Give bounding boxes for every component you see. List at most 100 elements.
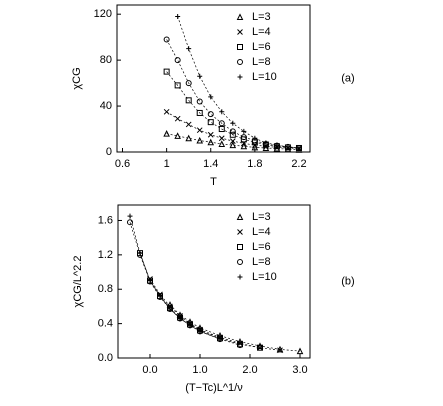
point <box>218 140 226 147</box>
point <box>241 128 247 134</box>
x-tick-label: 2.2 <box>291 158 306 170</box>
point <box>207 111 214 118</box>
point <box>197 328 203 334</box>
point <box>240 142 248 150</box>
point <box>208 94 214 100</box>
point <box>237 274 243 280</box>
point <box>237 229 243 235</box>
x-axis-label: (T−Tc)L^1/ν <box>185 382 243 394</box>
x-tick-label: 0.6 <box>115 158 130 170</box>
point <box>296 347 304 355</box>
point <box>237 244 243 250</box>
x-axis-label: T <box>210 176 217 188</box>
point <box>237 44 243 50</box>
point <box>263 140 269 146</box>
series-line <box>139 253 261 349</box>
x-tick-label: 0.0 <box>142 364 157 376</box>
point <box>237 342 243 349</box>
series-line <box>129 216 221 340</box>
point <box>230 120 236 126</box>
panel-label: (b) <box>341 275 354 287</box>
point <box>174 82 181 89</box>
y-tick-label: 0 <box>106 146 112 158</box>
point <box>174 57 181 64</box>
point <box>177 315 183 321</box>
point <box>218 126 225 133</box>
point <box>127 213 133 219</box>
y-tick-label: 0.8 <box>98 283 113 295</box>
point <box>127 219 133 226</box>
point <box>197 73 203 79</box>
x-tick-label: 3.0 <box>292 364 307 376</box>
point <box>237 74 243 80</box>
point <box>174 115 181 122</box>
point <box>240 134 247 141</box>
legend-label: L=10 <box>252 271 277 283</box>
point <box>274 142 280 148</box>
x-tick-label: 1 <box>164 158 170 170</box>
legend-label: L=8 <box>252 56 271 68</box>
legend-label: L=3 <box>252 11 271 23</box>
y-tick-label: 1.6 <box>98 214 113 226</box>
legend-label: L=8 <box>252 256 271 268</box>
point <box>219 109 225 115</box>
point <box>217 336 223 342</box>
point <box>236 213 244 220</box>
point <box>257 344 263 351</box>
point <box>163 130 170 137</box>
series-line <box>149 278 281 351</box>
point <box>237 29 243 35</box>
x-tick-label: 1.8 <box>247 158 262 170</box>
point <box>257 344 263 351</box>
y-axis-label: χCG <box>71 67 83 89</box>
y-tick-label: 80 <box>100 54 112 66</box>
point <box>251 143 259 151</box>
point <box>163 36 170 43</box>
point <box>218 135 225 142</box>
panel-label: (a) <box>341 72 354 84</box>
y-tick-label: 120 <box>94 8 112 20</box>
point <box>229 141 237 149</box>
point <box>218 120 225 127</box>
x-tick-label: 1.0 <box>192 364 207 376</box>
point <box>157 293 163 299</box>
point <box>285 144 291 150</box>
y-tick-label: 0.0 <box>98 352 113 364</box>
legend-label: L=4 <box>252 226 271 238</box>
point <box>196 136 204 144</box>
point <box>237 59 243 65</box>
point <box>229 131 236 138</box>
legend-label: L=3 <box>252 211 271 223</box>
point <box>185 80 192 87</box>
series-line <box>166 39 300 149</box>
series-line <box>166 71 299 149</box>
plot-frame <box>117 204 311 359</box>
x-tick-label: 2.0 <box>242 364 257 376</box>
plot-frame <box>116 4 311 153</box>
point <box>237 259 243 265</box>
point <box>185 121 192 128</box>
point <box>174 132 181 139</box>
point <box>167 306 173 312</box>
legend-label: L=6 <box>252 41 271 53</box>
point <box>207 119 214 126</box>
y-axis-label: χCG/L^2.2 <box>72 256 84 308</box>
y-tick-label: 0.4 <box>98 318 113 330</box>
series-line <box>129 222 241 346</box>
point <box>229 128 236 135</box>
point <box>236 13 244 20</box>
point <box>163 68 170 75</box>
point <box>196 127 203 134</box>
point <box>252 135 258 141</box>
point <box>240 136 247 143</box>
point <box>187 322 193 328</box>
point <box>207 138 215 146</box>
y-tick-label: 1.2 <box>98 249 113 261</box>
point <box>196 109 203 116</box>
point <box>185 134 192 142</box>
point <box>163 108 170 115</box>
legend-label: L=10 <box>252 71 277 83</box>
point <box>207 131 214 138</box>
point <box>137 250 143 256</box>
